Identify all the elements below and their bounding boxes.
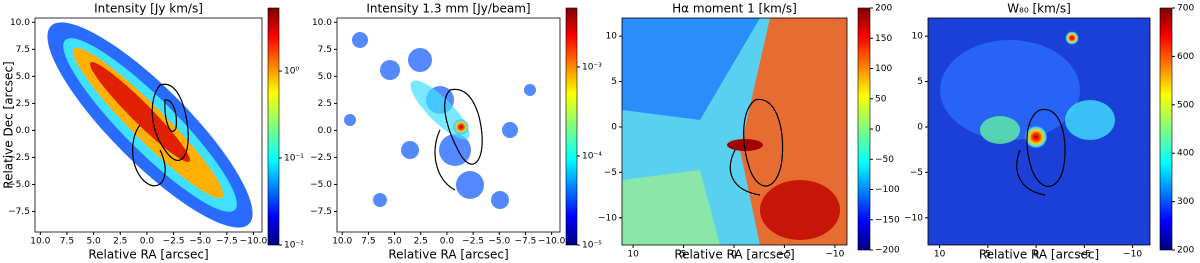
colorbar-tick-label: 10⁰ (284, 67, 299, 77)
colorbar-tick-label: 10⁻² (284, 241, 304, 251)
axes-frame (34, 17, 263, 233)
x-tick-label: −7.5 (515, 237, 537, 247)
x-tick-label: 0 (1033, 250, 1039, 260)
x-tick-label: 5.0 (86, 237, 101, 247)
colorbar-tick-label: 200 (875, 4, 892, 14)
y-tick-label: 5.0 (16, 72, 31, 82)
x-axis-label: Relative RA [arcsec] (388, 248, 508, 262)
x-tick-label: 5 (681, 250, 687, 260)
x-tick-label: −10 (825, 250, 844, 260)
colorbar (857, 7, 871, 251)
y-tick-label: 5 (917, 77, 923, 87)
colorbar-tick-label: −200 (875, 246, 900, 256)
colorbar-tick-label: 10⁻¹ (284, 154, 304, 164)
x-tick-label: −2.5 (462, 237, 484, 247)
colorbar-tick-label: 150 (875, 34, 892, 44)
chart-title: Hα moment 1 [km/s] (672, 2, 797, 16)
x-tick-label: −5 (1078, 250, 1091, 260)
chart-title: W₈₀ [km/s] (1007, 2, 1071, 16)
x-tick-label: 2.5 (113, 237, 127, 247)
colorbar-tick-label: 700 (1177, 4, 1194, 14)
colorbar (565, 7, 578, 246)
axes-frame (336, 17, 561, 233)
y-tick-label: −7.5 (8, 207, 30, 217)
y-tick-label: −5.0 (8, 180, 30, 190)
x-axis-label: Relative RA [arcsec] (979, 248, 1099, 262)
y-tick-label: 2.5 (16, 99, 30, 109)
x-tick-label: 10 (934, 250, 946, 260)
colorbar-tick-label: 300 (1177, 197, 1194, 207)
y-tick-label: −10 (904, 213, 923, 223)
colorbar-tick-label: 0 (875, 125, 881, 135)
y-tick-label: −2.5 (8, 153, 30, 163)
y-tick-label: 0.0 (318, 126, 333, 136)
y-axis-label: Relative Dec [arcsec] (2, 61, 16, 188)
y-tick-label: −7.5 (310, 207, 332, 217)
x-tick-label: 10.0 (332, 237, 352, 247)
x-tick-label: −5.0 (488, 237, 510, 247)
y-tick-label: 10 (912, 32, 924, 42)
colorbar-tick-label: 200 (1177, 246, 1194, 256)
y-tick-label: 10.0 (10, 18, 30, 28)
colorbar-tick-label: 50 (875, 94, 887, 104)
x-axis-label: Relative RA [arcsec] (88, 248, 208, 262)
chart-title: Intensity 1.3 mm [Jy/beam] (366, 2, 530, 16)
colorbar-tick-label: 600 (1177, 52, 1194, 62)
x-tick-label: 7.5 (60, 237, 74, 247)
x-tick-label: −10.0 (240, 237, 268, 247)
x-tick-label: −10.0 (538, 237, 566, 247)
y-tick-label: −5.0 (310, 180, 332, 190)
x-tick-label: −10 (1123, 250, 1142, 260)
colorbar-tick-label: 400 (1177, 149, 1194, 159)
map-image (344, 32, 536, 209)
y-tick-label: 0 (917, 122, 923, 132)
colorbar-tick-label: 10⁻⁵ (582, 241, 602, 251)
x-tick-label: −5.0 (189, 237, 211, 247)
x-axis-label: Relative RA [arcsec] (674, 248, 794, 262)
x-tick-label: 7.5 (361, 237, 375, 247)
x-tick-label: −5 (778, 250, 791, 260)
colorbar-tick-label: −50 (875, 155, 894, 165)
y-tick-label: −5 (604, 168, 617, 178)
x-tick-label: 2.5 (414, 237, 428, 247)
x-tick-label: 0.0 (140, 237, 155, 247)
colorbar (1159, 7, 1173, 251)
x-tick-label: 10 (627, 250, 639, 260)
x-tick-label: 5 (985, 250, 991, 260)
colorbar-tick-label: 100 (875, 64, 892, 74)
y-tick-label: 7.5 (16, 45, 30, 55)
y-tick-label: 10.0 (312, 18, 332, 28)
axes-frame (927, 17, 1151, 246)
x-tick-label: −2.5 (163, 237, 185, 247)
y-tick-label: −10 (598, 213, 617, 223)
y-tick-label: 10 (606, 32, 618, 42)
y-tick-label: 2.5 (318, 99, 332, 109)
y-tick-label: 5.0 (318, 72, 333, 82)
colorbar (267, 7, 280, 246)
axes-frame (621, 17, 848, 246)
y-tick-label: 0 (611, 122, 617, 132)
x-tick-label: 5.0 (387, 237, 402, 247)
map-image (622, 18, 847, 245)
x-tick-label: 10.0 (30, 237, 50, 247)
colorbar-tick-label: 10⁻⁴ (582, 151, 602, 161)
y-tick-label: 7.5 (318, 45, 332, 55)
map-image (928, 18, 1150, 245)
x-tick-label: −7.5 (216, 237, 238, 247)
x-tick-label: 0 (731, 250, 737, 260)
colorbar-tick-label: 10⁻³ (582, 62, 602, 72)
y-tick-label: 5 (611, 77, 617, 87)
colorbar-tick-label: −150 (875, 215, 900, 225)
y-tick-label: −5 (910, 168, 923, 178)
colorbar-tick-label: −100 (875, 185, 900, 195)
colorbar-tick-label: 500 (1177, 100, 1194, 110)
y-tick-label: −2.5 (310, 153, 332, 163)
x-tick-label: 0.0 (440, 237, 455, 247)
chart-title: Intensity [Jy km/s] (94, 2, 203, 16)
map-image (47, 22, 253, 228)
y-tick-label: 0.0 (16, 126, 31, 136)
